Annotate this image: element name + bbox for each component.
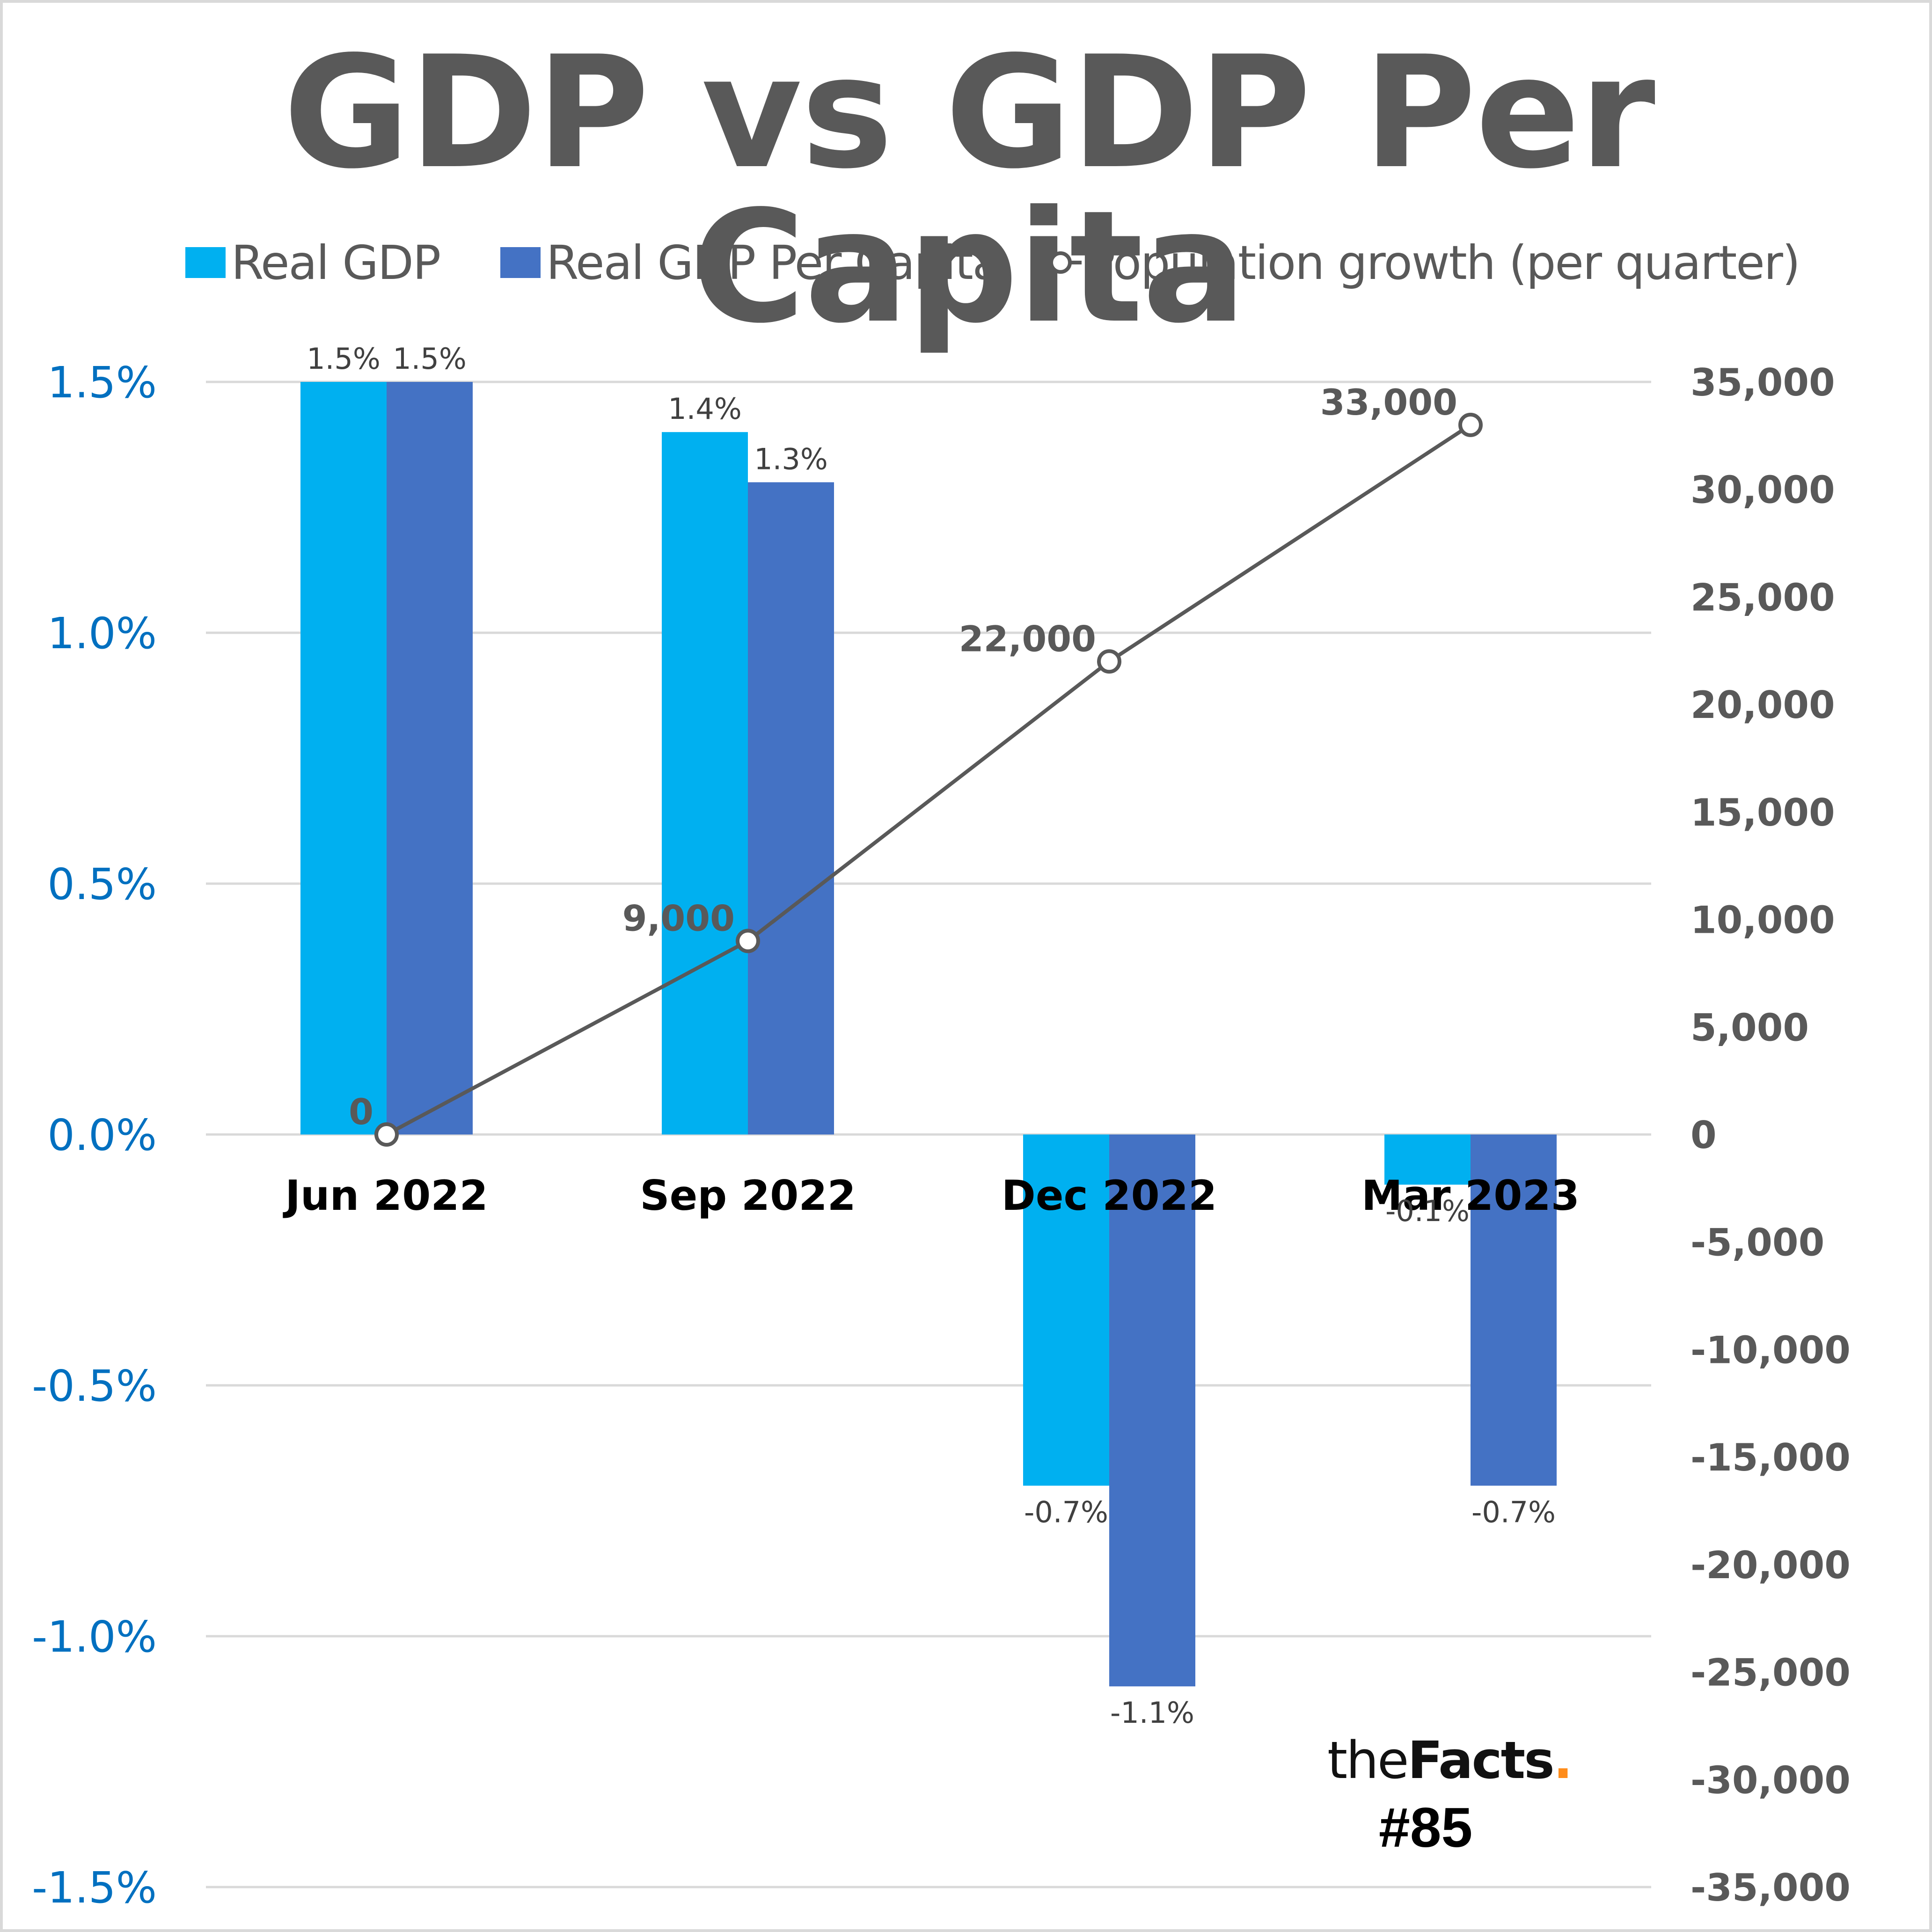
bar-data-label: -0.1% — [1385, 1194, 1470, 1228]
left-axis-tick-label: 0.0% — [47, 1110, 157, 1160]
bar-real-gdp — [1384, 1134, 1471, 1185]
right-axis-tick-label: -15,000 — [1690, 1436, 1851, 1479]
brand-name-light: the — [1327, 1730, 1409, 1790]
line-data-label: 9,000 — [622, 898, 735, 939]
category-axis: Jun 2022 Sep 2022 Dec 2022 Mar 2023 — [283, 1171, 1580, 1220]
left-axis-tick-label: 0.5% — [47, 859, 157, 909]
chart-title: GDP vs GDP Per Capita — [283, 23, 1655, 357]
bar-data-label: 1.5% — [307, 342, 381, 376]
category-label: Sep 2022 — [640, 1171, 856, 1220]
right-axis-tick-label: 0 — [1690, 1113, 1717, 1157]
bars — [300, 382, 1557, 1687]
bar-real-gdp-per-capita — [1109, 1134, 1195, 1687]
chart-plot: 1.5% 1.0% 0.5% 0.0% -0.5% -1.0% -1.5% 35,000 30… — [32, 342, 1851, 1913]
bar-real-gdp-per-capita — [387, 382, 473, 1134]
right-axis-tick-label: 35,000 — [1690, 361, 1835, 404]
bar-data-label: 1.4% — [668, 392, 742, 426]
legend-item-real-gdp: Real GDP — [185, 235, 441, 290]
left-axis-tick-label: 1.0% — [47, 608, 157, 659]
line-data-label: 0 — [349, 1091, 373, 1133]
legend-label: Population growth (per quarter) — [1087, 235, 1800, 290]
brand-dot-icon: . — [1553, 1730, 1573, 1790]
right-axis-tick-label: -20,000 — [1690, 1544, 1851, 1587]
brand-name: theFacts. — [1327, 1734, 1573, 1786]
legend: Real GDP Real GDP Per Capita Population … — [3, 235, 1932, 290]
bar-real-gdp — [1023, 1134, 1109, 1486]
bar-real-gdp-per-capita — [1471, 1134, 1557, 1486]
legend-swatch-real-gdp — [185, 247, 226, 278]
right-axis-tick-label: -25,000 — [1690, 1651, 1851, 1695]
brand-logo: theFacts. #85 — [1327, 1734, 1573, 1860]
population-growth-line — [386, 423, 1472, 1136]
right-axis-tick-label: 15,000 — [1690, 791, 1835, 834]
right-axis-tick-label: 10,000 — [1690, 899, 1835, 942]
bar-data-label: 1.5% — [393, 342, 467, 376]
category-label: Mar 2023 — [1361, 1171, 1580, 1220]
right-axis-tick-label: -10,000 — [1690, 1328, 1851, 1372]
left-axis-tick-label: -0.5% — [32, 1361, 157, 1411]
line-marker-icon — [1039, 251, 1082, 274]
left-axis-tick-label: -1.0% — [32, 1612, 157, 1662]
right-axis: 35,000 30,000 25,000 20,000 15,000 10,000 5,00… — [1690, 361, 1851, 1910]
bar-real-gdp — [662, 432, 748, 1135]
line-marker — [736, 929, 760, 953]
right-axis-tick-label: -5,000 — [1690, 1221, 1824, 1265]
bar-data-label: -1.1% — [1110, 1696, 1194, 1730]
population-line: 0 9,000 22,000 33,000 — [349, 381, 1483, 1147]
left-axis: 1.5% 1.0% 0.5% 0.0% -0.5% -1.0% -1.5% — [32, 358, 157, 1913]
right-axis-tick-label: 25,000 — [1690, 576, 1835, 619]
legend-swatch-real-gdp-per-capita — [500, 247, 541, 278]
right-axis-tick-label: -35,000 — [1690, 1866, 1851, 1910]
bar-data-label: -0.7% — [1024, 1495, 1108, 1529]
left-axis-tick-label: 1.5% — [47, 358, 157, 408]
issue-number: #85 — [1379, 1796, 1473, 1859]
bar-data-labels: 1.5% 1.5% 1.4% 1.3% -0.7% -1.1% -0.1% -0.7% — [307, 342, 1556, 1730]
bar-real-gdp — [300, 382, 387, 1134]
bar-data-label: -0.7% — [1471, 1495, 1556, 1529]
line-data-label: 33,000 — [1320, 381, 1457, 423]
legend-label: Real GDP Per Capita — [546, 235, 1001, 290]
bar-real-gdp-per-capita — [748, 482, 834, 1134]
brand-name-bold: Facts — [1407, 1730, 1555, 1790]
right-axis-tick-label: 5,000 — [1690, 1006, 1809, 1049]
line-marker — [1097, 649, 1121, 674]
line-marker — [1458, 412, 1483, 437]
legend-item-real-gdp-per-capita: Real GDP Per Capita — [500, 235, 1001, 290]
legend-item-population-growth: Population growth (per quarter) — [1039, 235, 1800, 290]
line-marker — [374, 1122, 399, 1147]
right-axis-tick-label: -30,000 — [1690, 1758, 1851, 1802]
bar-data-label: 1.3% — [754, 442, 828, 476]
category-label: Jun 2022 — [283, 1171, 488, 1220]
category-label: Dec 2022 — [1002, 1171, 1217, 1220]
left-axis-tick-label: -1.5% — [32, 1863, 157, 1913]
right-axis-tick-label: 30,000 — [1690, 468, 1835, 512]
right-axis-tick-label: 20,000 — [1690, 683, 1835, 727]
line-data-label: 22,000 — [959, 618, 1096, 659]
legend-label: Real GDP — [231, 235, 441, 290]
